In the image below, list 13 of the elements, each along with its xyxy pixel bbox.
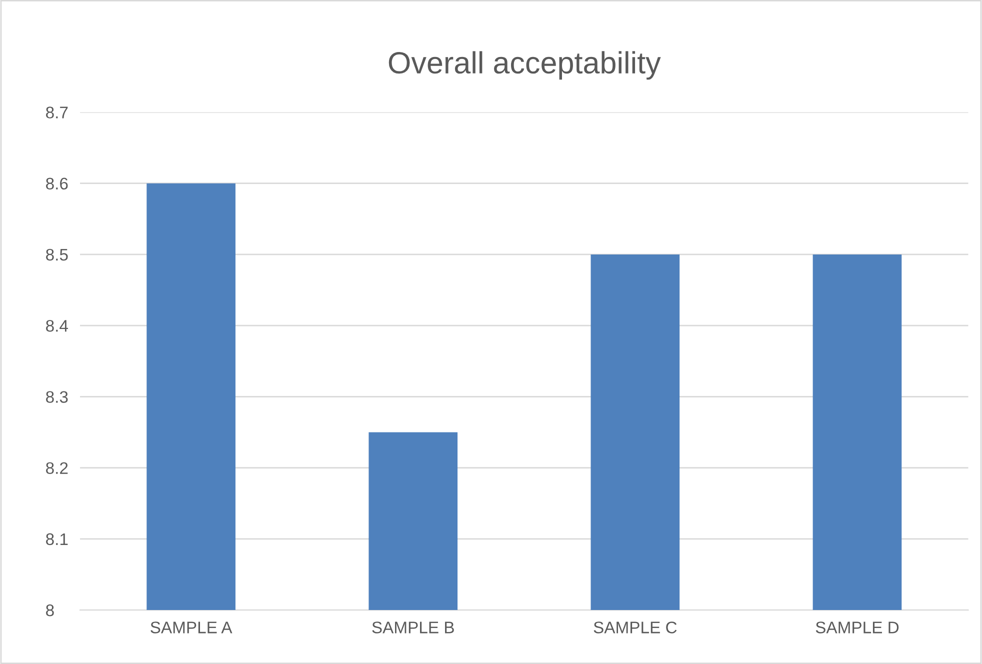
y-tick-label: 8 (46, 604, 54, 616)
y-tick-label: 8.7 (46, 106, 68, 118)
y-tick-label: 8.2 (46, 462, 68, 474)
y-tick-label: 8.6 (46, 178, 68, 190)
x-tick-label: SAMPLE C (594, 622, 677, 634)
chart-title: Overall acceptability (388, 51, 661, 80)
y-tick-label: 8.5 (46, 248, 68, 261)
y-tick-label: 8.3 (46, 391, 68, 403)
y-tick-label: 8.4 (46, 320, 68, 332)
x-tick-label: SAMPLE D (816, 622, 899, 634)
y-tick-label: 8.1 (46, 533, 68, 546)
x-tick-label: SAMPLE B (372, 622, 454, 634)
x-tick-label: SAMPLE A (150, 622, 232, 634)
